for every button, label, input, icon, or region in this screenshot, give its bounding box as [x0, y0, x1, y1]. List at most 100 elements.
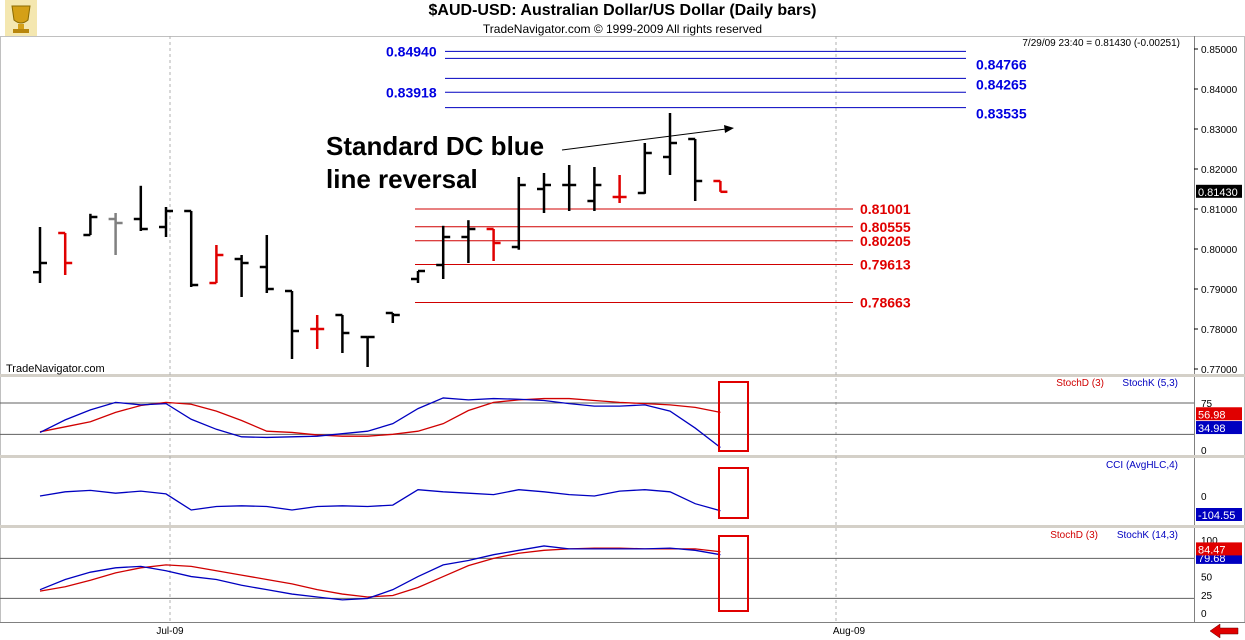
scroll-left-arrow-icon[interactable]	[1205, 623, 1243, 639]
price-bar	[637, 143, 652, 195]
price-bar	[360, 335, 375, 367]
red-level-label: 0.78663	[860, 294, 911, 310]
price-bar	[713, 179, 728, 194]
watermark: TradeNavigator.com	[6, 363, 105, 375]
price-axis-label: 0.78000	[1201, 325, 1238, 336]
cci-tag: -104.55	[1196, 508, 1242, 522]
price-bar	[486, 227, 501, 261]
blue-level-label: 0.84265	[976, 76, 1027, 92]
price-bar	[587, 167, 602, 211]
price-bar	[511, 177, 526, 250]
price-bar	[83, 213, 98, 237]
chart-title: $AUD-USD: Australian Dollar/US Dollar (D…	[428, 2, 817, 19]
legend-stochk-fast: StochK (5,3)	[1122, 378, 1178, 389]
stoch-fast-axis-label: 75	[1201, 399, 1213, 410]
blue-level-label: 0.83918	[386, 84, 437, 100]
price-bar	[58, 231, 73, 275]
stochd-fast-tag-bg	[1196, 407, 1242, 421]
red-level-label: 0.81001	[860, 201, 911, 217]
vertical-gridlines	[169, 36, 837, 622]
red-level-label: 0.80205	[860, 233, 911, 249]
price-bar	[259, 235, 274, 293]
price-bar	[461, 220, 476, 263]
price-axis-label: 0.81000	[1201, 205, 1238, 216]
blue-level-label: 0.84766	[976, 56, 1027, 72]
highlight-box	[718, 467, 749, 519]
price-axis-label: 0.83000	[1201, 125, 1238, 136]
blue-level-label: 0.83535	[976, 106, 1027, 122]
legend-stochd-fast: StochD (3)	[1056, 378, 1104, 389]
stoch-slow-axis-label: 25	[1201, 591, 1213, 602]
price-bars	[33, 113, 728, 367]
blue-level-label: 0.84940	[386, 43, 437, 59]
price-bar	[159, 207, 173, 237]
price-bar	[234, 255, 249, 297]
price-bar	[537, 173, 551, 213]
annotation-line-2: line reversal	[326, 164, 478, 194]
stochd-slow-tag-bg	[1196, 542, 1242, 556]
stochd-fast-tag-text: 56.98	[1198, 409, 1226, 421]
stoch-slow-axis-label: 100	[1201, 536, 1218, 547]
last-price-tag-text: 0.81430	[1198, 187, 1238, 199]
chart-subtitle: TradeNavigator.com © 1999-2009 All right…	[482, 22, 763, 36]
stochk-slow-tag-text: 79.68	[1198, 553, 1226, 565]
price-axis-label: 0.80000	[1201, 245, 1238, 256]
stoch-slow-axis-label: 50	[1201, 573, 1213, 584]
price-bar	[436, 225, 451, 279]
last-price-tag: 0.81430	[1196, 184, 1242, 199]
reference-lines	[0, 402, 1194, 599]
legend-stochk-slow: StochK (14,3)	[1117, 530, 1178, 541]
stochd-slow-tag: 84.47	[1196, 542, 1242, 556]
price-axis-label: 0.85000	[1201, 45, 1238, 56]
stochk-fast-line	[39, 397, 721, 449]
red-level-label: 0.79613	[860, 256, 911, 272]
price-bar	[335, 313, 350, 353]
cci-tag-bg	[1196, 508, 1242, 521]
legend-cci: CCI (AvgHLC,4)	[1106, 460, 1178, 471]
price-axis: 0.85000 0.84000 0.83000 0.82000 0.81000 0.800…	[1194, 45, 1238, 620]
cci-line	[39, 489, 721, 512]
price-bar	[663, 113, 677, 175]
price-bar	[411, 269, 425, 283]
price-bar	[385, 311, 400, 323]
annotation-line-1: Standard DC blue	[326, 131, 544, 161]
price-bar	[184, 209, 199, 287]
price-bar	[209, 245, 224, 285]
stoch-fast-axis-label: 0	[1201, 446, 1207, 457]
price-axis-label: 0.84000	[1201, 85, 1238, 96]
x-tick-aug: Aug-09	[833, 626, 866, 637]
last-price-tag-bg	[1196, 184, 1242, 198]
x-tick-jul: Jul-09	[156, 626, 184, 637]
trophy-logo-icon	[5, 0, 37, 36]
last-price-readout: 7/29/09 23:40 = 0.81430 (-0.00251)	[1022, 38, 1180, 49]
price-bar	[688, 137, 703, 201]
price-bar	[310, 315, 325, 349]
panel-frame	[0, 36, 1245, 640]
stochk-fast-tag: 34.98	[1196, 421, 1242, 435]
price-axis-label: 0.79000	[1201, 285, 1238, 296]
cci-axis-label: 0	[1201, 492, 1207, 503]
price-bar	[33, 227, 47, 283]
red-level-label: 0.80555	[860, 219, 911, 235]
highlight-box	[718, 535, 749, 612]
highlight-box	[718, 381, 749, 452]
indicator-lines	[39, 397, 721, 601]
price-axis-label: 0.77000	[1201, 365, 1238, 376]
stochk-fast-tag-text: 34.98	[1198, 423, 1226, 435]
price-bar	[612, 175, 627, 203]
annotation-arrow	[561, 125, 734, 151]
price-bar	[285, 289, 299, 359]
price-axis-label: 0.82000	[1201, 165, 1238, 176]
price-bar	[133, 185, 148, 231]
stochk-fast-tag-bg	[1196, 421, 1242, 435]
stochd-fast-tag: 56.98	[1196, 407, 1242, 421]
cci-tag-text: -104.55	[1198, 510, 1235, 522]
price-bar	[562, 165, 577, 211]
legend-stochd-slow: StochD (3)	[1050, 530, 1098, 541]
stoch-slow-axis-label: 0	[1201, 609, 1207, 620]
stochd-slow-line	[39, 547, 721, 598]
